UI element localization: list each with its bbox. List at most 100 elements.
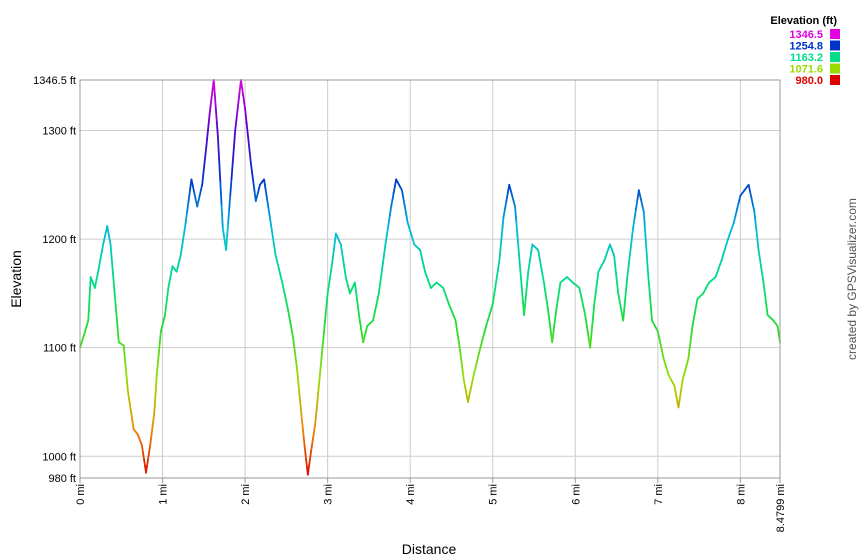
elevation-line-segment <box>225 235 229 251</box>
elevation-line-segment <box>153 402 156 414</box>
elevation-line-segment <box>596 270 600 281</box>
elevation-line-segment <box>339 243 343 254</box>
credit-text: created by GPSVisualizer.com <box>845 198 859 360</box>
elevation-line-segment <box>100 243 105 253</box>
elevation-line-segment <box>276 261 280 270</box>
legend-value: 1346.5 <box>789 29 823 41</box>
elevation-line-segment <box>491 292 496 306</box>
elevation-line-segment <box>181 238 185 249</box>
elevation-line-segment <box>215 121 219 137</box>
elevation-line-segment <box>228 194 232 211</box>
elevation-line-segment <box>392 185 396 194</box>
elevation-line-segment <box>750 197 754 207</box>
elevation-line-segment <box>454 319 458 329</box>
elevation-line-segment <box>156 352 160 365</box>
elevation-line-segment <box>501 216 505 230</box>
elevation-line-segment <box>734 208 738 217</box>
elevation-line-segment <box>98 257 102 266</box>
elevation-line-segment <box>281 281 285 291</box>
elevation-line-segment <box>376 292 380 302</box>
elevation-line-segment <box>650 307 653 322</box>
elevation-line-segment <box>114 304 118 319</box>
elevation-line-segment <box>270 225 274 238</box>
elevation-line-segment <box>377 280 382 295</box>
elevation-line-segment <box>169 270 173 279</box>
elevation-line-segment <box>467 394 471 403</box>
elevation-line-segment <box>422 265 426 273</box>
elevation-line-segment <box>295 360 299 371</box>
elevation-line-segment <box>500 227 504 240</box>
elevation-line-segment <box>472 367 477 376</box>
elevation-line-segment <box>479 341 483 349</box>
elevation-line-segment <box>197 194 201 202</box>
elevation-line-segment <box>401 189 405 200</box>
elevation-line-segment <box>301 420 304 431</box>
elevation-line-segment <box>554 308 558 319</box>
elevation-line-segment <box>460 363 464 374</box>
elevation-line-segment <box>530 243 534 253</box>
elevation-line-segment <box>88 287 92 300</box>
elevation-line-segment <box>511 194 515 202</box>
elevation-line-segment <box>541 273 545 284</box>
elevation-line-segment <box>403 205 408 216</box>
elevation-line-segment <box>203 155 207 167</box>
elevation-line-segment <box>313 422 317 432</box>
elevation-line-segment <box>222 232 226 240</box>
elevation-line-segment <box>754 220 758 232</box>
elevation-line-segment <box>485 319 489 327</box>
elevation-line-segment <box>544 288 547 298</box>
elevation-line-segment <box>166 287 170 296</box>
elevation-line-segment <box>540 265 544 276</box>
elevation-line-segment <box>469 380 474 390</box>
elevation-line-segment <box>512 200 516 208</box>
y-tick-label: 1100 ft <box>43 343 76 355</box>
elevation-line-segment <box>355 289 358 300</box>
elevation-line-segment <box>639 194 643 202</box>
elevation-line-segment <box>315 401 319 414</box>
elevation-line-segment <box>591 314 595 327</box>
elevation-line-segment <box>514 205 518 223</box>
x-tick-label: 5 mi <box>488 484 500 505</box>
elevation-line-segment <box>593 295 597 306</box>
elevation-line-segment <box>402 197 406 208</box>
elevation-line-segment <box>590 325 594 338</box>
elevation-line-segment <box>193 192 197 201</box>
elevation-line-segment <box>462 379 466 387</box>
x-tick-labels: 0 mi 1 mi 2 mi 3 mi 4 mi 5 mi 6 mi 7 mi 8 mi 8.47… <box>75 484 787 532</box>
elevation-line-segment <box>557 288 561 298</box>
elevation-line-segment <box>584 314 588 325</box>
elevation-line-segment <box>198 189 202 197</box>
elevation-line-segment <box>274 254 279 264</box>
elevation-line-segment <box>643 225 647 243</box>
elevation-line-segment <box>551 333 555 344</box>
elevation-line-segment <box>184 211 189 224</box>
elevation-line-segment <box>266 197 270 209</box>
elevation-line-segment <box>458 346 462 357</box>
elevation-line-segment <box>202 164 206 177</box>
elevation-line-segment <box>379 268 384 283</box>
elevation-line-segment <box>633 208 637 220</box>
elevation-line-segment <box>157 341 161 355</box>
elevation-line-segment <box>312 429 316 439</box>
elevation-line-segment <box>205 137 209 148</box>
elevation-line-segment <box>516 235 520 253</box>
elevation-line-segment <box>284 295 288 304</box>
elevation-line-segment <box>147 451 151 460</box>
elevation-line-segment <box>373 306 377 315</box>
elevation-line-segment <box>318 368 322 382</box>
elevation-line-segment <box>585 322 589 333</box>
elevation-line-segment <box>546 301 549 311</box>
x-axis-title: Distance <box>402 541 457 557</box>
elevation-line-segment <box>684 363 688 371</box>
elevation-line-segment <box>543 281 546 291</box>
elevation-line-segment <box>725 238 729 246</box>
elevation-line-segment <box>123 356 127 370</box>
elevation-line-segment <box>578 287 582 296</box>
elevation-line-segment <box>690 325 694 336</box>
elevation-line-segment <box>737 194 742 204</box>
elevation-line-segment <box>456 333 460 342</box>
y-tick-label: 980 ft <box>48 473 76 485</box>
elevation-line-segment <box>311 436 315 445</box>
elevation-line-segment <box>498 249 502 262</box>
